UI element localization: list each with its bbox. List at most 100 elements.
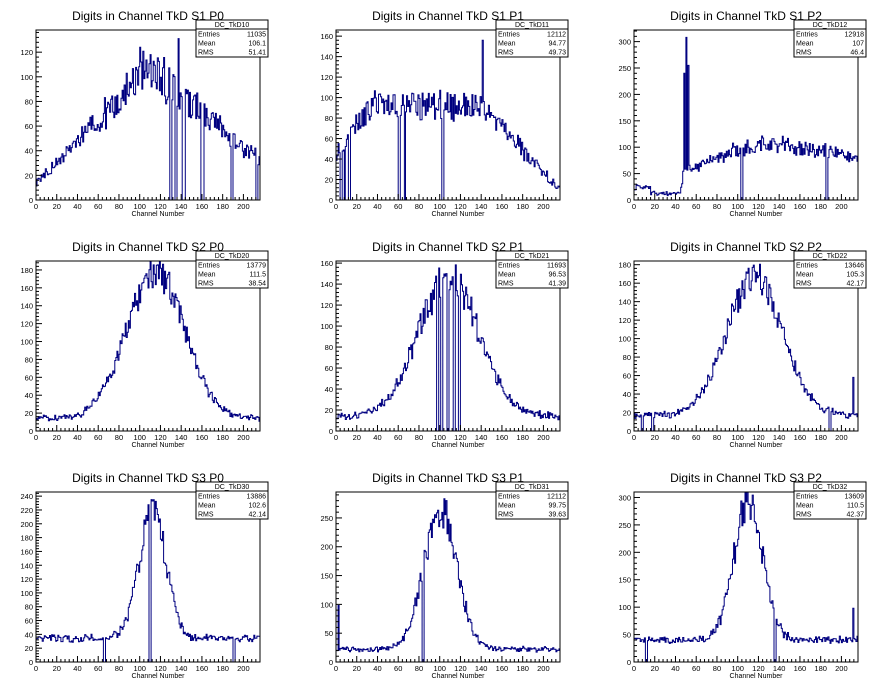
histogram-line <box>35 260 261 431</box>
x-tick-label: 180 <box>216 433 229 442</box>
stats-value-mean: 94.77 <box>548 41 566 48</box>
stats-value-rms: 39.63 <box>548 512 566 519</box>
y-tick-label: 150 <box>618 117 631 126</box>
x-tick-label: 120 <box>154 433 167 442</box>
x-tick-label: 160 <box>496 433 509 442</box>
x-tick-label: 100 <box>133 202 146 211</box>
x-tick-label: 20 <box>53 664 61 673</box>
y-tick-label: 40 <box>325 155 333 164</box>
x-tick-label: 180 <box>516 202 529 211</box>
x-tick-label: 80 <box>713 202 721 211</box>
x-tick-label: 140 <box>175 202 188 211</box>
histogram-panel-6: Digits in Channel TkD S2 P2 0 20 40 60 80 100 1… <box>618 240 867 449</box>
x-tick-label: 40 <box>373 202 381 211</box>
x-tick-label: 100 <box>731 433 744 442</box>
y-tick-label: 60 <box>25 617 33 626</box>
stats-label-entries: Entries <box>796 32 818 39</box>
x-tick-label: 0 <box>34 433 38 442</box>
y-tick-label: 120 <box>20 575 33 584</box>
x-axis-label: Channel Number <box>132 442 186 449</box>
x-tick-label: 100 <box>433 664 446 673</box>
histogram-panel-2: Digits in Channel TkD S1 P1 0 20 40 60 80 100 1… <box>320 9 569 218</box>
y-tick-label: 0 <box>329 196 333 205</box>
x-tick-label: 40 <box>73 664 81 673</box>
x-tick-label: 20 <box>651 202 659 211</box>
stats-label-mean: Mean <box>498 41 516 48</box>
y-tick-label: 100 <box>618 143 631 152</box>
x-tick-label: 80 <box>713 433 721 442</box>
stats-label-rms: RMS <box>498 50 514 57</box>
y-tick-label: 0 <box>29 658 33 667</box>
stats-value-entries: 12112 <box>547 32 566 39</box>
stats-box: DC_TkD12 Entries 12918 Mean 107 RMS 46.4 <box>793 19 867 58</box>
y-tick-label: 140 <box>20 561 33 570</box>
x-tick-label: 120 <box>154 202 167 211</box>
x-tick-label: 20 <box>353 664 361 673</box>
y-tick-label: 40 <box>25 147 33 156</box>
stats-value-entries: 11693 <box>547 263 566 270</box>
stats-name: DC_TkD30 <box>215 484 250 491</box>
stats-value-entries: 13886 <box>247 494 267 501</box>
stats-value-entries: 13646 <box>845 263 865 270</box>
y-tick-label: 160 <box>20 284 33 293</box>
y-tick-label: 250 <box>618 521 631 530</box>
y-tick-label: 120 <box>320 73 333 82</box>
x-tick-label: 60 <box>692 202 700 211</box>
stats-box: DC_TkD32 Entries 13609 Mean 110.5 RMS 42.37 <box>793 481 867 520</box>
x-tick-label: 100 <box>433 433 446 442</box>
x-tick-label: 0 <box>632 433 636 442</box>
y-tick-label: 220 <box>20 506 33 515</box>
x-tick-label: 160 <box>196 664 209 673</box>
x-tick-label: 120 <box>752 202 765 211</box>
y-tick-label: 150 <box>618 576 631 585</box>
y-tick-label: 200 <box>618 90 631 99</box>
stats-value-entries: 13609 <box>845 494 865 501</box>
y-tick-label: 40 <box>325 385 333 394</box>
histogram-title: Digits in Channel TkD S1 P0 <box>72 9 224 23</box>
y-tick-label: 0 <box>329 427 333 436</box>
y-tick-label: 60 <box>623 372 631 381</box>
stats-label-mean: Mean <box>198 41 216 48</box>
histogram-panel-7: Digits in Channel TkD S3 P0 0 20 40 60 80 100 1… <box>20 471 269 680</box>
histogram-title: Digits in Channel TkD S1 P1 <box>372 9 524 23</box>
y-tick-label: 120 <box>618 316 631 325</box>
x-tick-label: 20 <box>353 202 361 211</box>
stats-name: DC_TkD21 <box>515 253 550 260</box>
x-tick-label: 80 <box>115 202 123 211</box>
stats-label-entries: Entries <box>796 494 818 501</box>
histogram-title: Digits in Channel TkD S3 P0 <box>72 471 224 485</box>
x-tick-label: 40 <box>373 664 381 673</box>
y-tick-label: 160 <box>20 547 33 556</box>
stats-box-frame <box>195 250 269 289</box>
x-tick-label: 120 <box>752 664 765 673</box>
x-tick-label: 120 <box>454 433 467 442</box>
stats-label-rms: RMS <box>796 281 812 288</box>
stats-value-mean: 111.5 <box>250 272 267 279</box>
y-tick-label: 100 <box>320 600 333 609</box>
stats-label-entries: Entries <box>498 494 520 501</box>
stats-label-mean: Mean <box>498 272 516 279</box>
x-tick-label: 180 <box>216 664 229 673</box>
stats-label-entries: Entries <box>198 494 220 501</box>
stats-label-mean: Mean <box>198 503 216 510</box>
y-tick-label: 20 <box>325 176 333 185</box>
histogram-panel-4: Digits in Channel TkD S2 P0 0 20 40 60 80 100 1… <box>20 240 269 449</box>
x-axis-label: Channel Number <box>432 673 486 680</box>
y-tick-label: 200 <box>20 520 33 529</box>
x-tick-label: 120 <box>154 664 167 673</box>
x-tick-label: 120 <box>752 433 765 442</box>
histogram-line <box>633 491 859 663</box>
y-tick-label: 100 <box>618 335 631 344</box>
x-tick-label: 20 <box>651 664 659 673</box>
x-tick-label: 80 <box>713 664 721 673</box>
y-tick-label: 80 <box>325 343 333 352</box>
histogram-title: Digits in Channel TkD S3 P2 <box>670 471 822 485</box>
histogram-panel-9: Digits in Channel TkD S3 P2 0 20 40 60 80 100 1… <box>618 471 867 680</box>
stats-value-entries: 12918 <box>845 32 865 39</box>
stats-label-rms: RMS <box>198 512 214 519</box>
x-tick-label: 180 <box>814 202 827 211</box>
y-tick-label: 200 <box>618 548 631 557</box>
x-tick-label: 160 <box>196 433 209 442</box>
y-tick-label: 50 <box>325 629 333 638</box>
x-tick-label: 140 <box>773 433 786 442</box>
